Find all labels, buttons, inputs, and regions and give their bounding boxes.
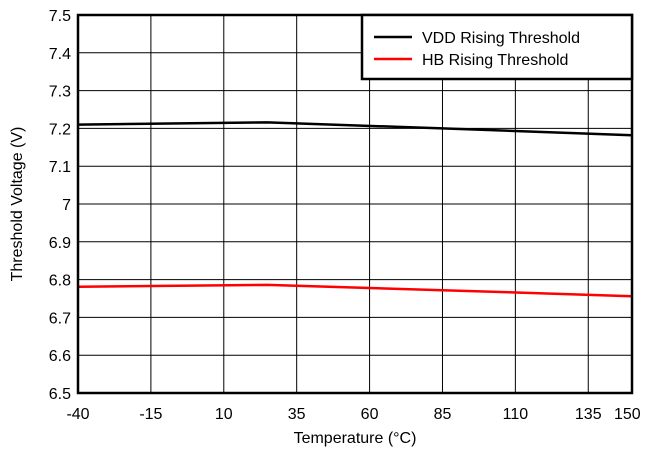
y-axis-title: Threshold Voltage (V) (9, 127, 26, 282)
y-tick-label: 7.2 (49, 121, 71, 138)
x-axis-title: Temperature (°C) (294, 430, 417, 447)
legend-label-hb: HB Rising Threshold (422, 52, 568, 69)
series-layer (77, 121, 633, 298)
y-tick-label: 6.7 (49, 310, 71, 327)
y-tick-label: 7.5 (49, 8, 71, 25)
y-tick-labels: 6.5 6.6 6.7 6.8 6.9 7 7.1 7.2 7.3 7.4 7.5 (49, 8, 71, 403)
x-tick-label: 135 (575, 406, 602, 423)
x-tick-label: 85 (434, 406, 452, 423)
y-tick-label: 6.9 (49, 235, 71, 252)
y-tick-label: 7.3 (49, 84, 71, 101)
legend-label-vdd: VDD Rising Threshold (422, 30, 580, 47)
x-tick-label: -15 (139, 406, 162, 423)
series-line-0 (77, 121, 633, 137)
x-tick-label: 60 (361, 406, 379, 423)
y-tick-label: 6.5 (49, 386, 71, 403)
legend-box (360, 13, 634, 81)
plot-frame (76, 13, 634, 395)
x-tick-labels: -40 -15 10 35 60 85 110 135 150 (66, 406, 640, 423)
x-tick-label: 110 (503, 406, 529, 423)
y-tick-label: 7 (62, 197, 71, 214)
x-tick-label: -40 (66, 406, 89, 423)
series-line-1 (77, 283, 633, 298)
y-tick-label: 7.1 (49, 159, 71, 176)
y-tick-label: 7.4 (49, 46, 71, 63)
x-tick-label: 10 (215, 406, 233, 423)
legend: VDD Rising Threshold HB Rising Threshold (360, 13, 634, 81)
x-tick-label: 35 (288, 406, 306, 423)
x-tick-label: 150 (614, 406, 641, 423)
y-tick-label: 6.8 (49, 273, 71, 290)
y-tick-label: 6.6 (49, 348, 71, 365)
